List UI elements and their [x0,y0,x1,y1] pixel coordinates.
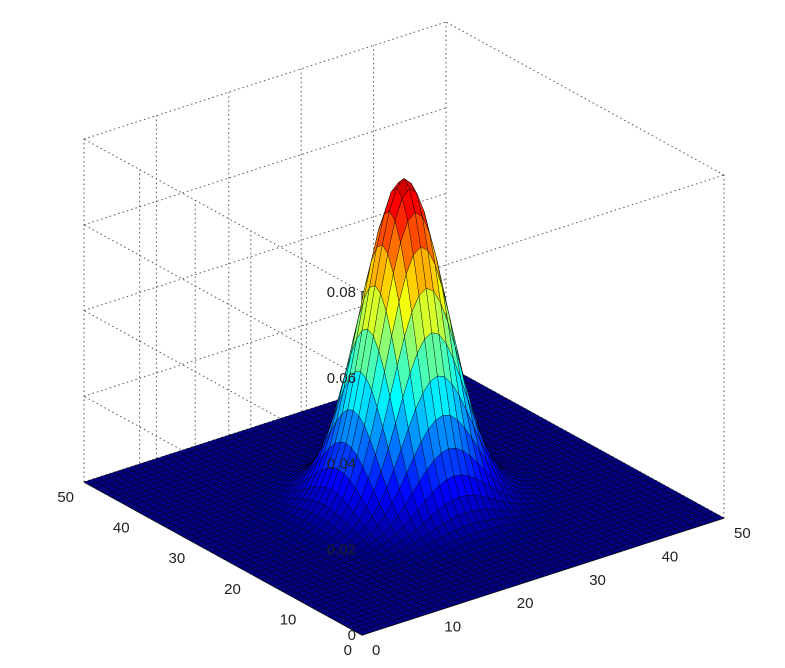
z-tick-label: 0 [348,627,356,644]
grid-line [83,310,363,464]
grid-line [83,278,447,397]
grid-line [83,21,447,140]
y-tick-label: 40 [113,520,130,537]
y-tick-label: 30 [169,550,186,567]
x-tick-label: 50 [734,525,751,542]
x-tick-label: 10 [444,619,461,636]
box-edge [445,21,725,176]
surface-mesh [83,177,725,636]
y-tick-label: 50 [57,489,74,506]
surface-face [710,514,725,521]
z-tick-label: 0.08 [327,284,356,301]
z-tick-label: 0.02 [327,541,356,558]
x-tick-label: 0 [372,642,380,659]
grid-line [83,193,447,311]
y-tick-label: 0 [344,642,352,659]
x-tick-label: 40 [662,548,679,565]
x-tick-label: 30 [589,572,606,589]
grid-line [83,138,363,293]
x-tick-label: 20 [517,595,534,612]
z-tick-label: 0.06 [327,370,356,387]
grid-line [83,224,363,379]
y-tick-label: 10 [280,611,297,628]
grid-line [83,107,447,226]
z-tick-label: 0.04 [327,456,356,473]
y-tick-label: 20 [224,581,241,598]
tick-labels: 0 0.02 0.04 0.06 0.08 0 10 20 30 40 50 0 10 20 30 40 50 [57,284,750,659]
